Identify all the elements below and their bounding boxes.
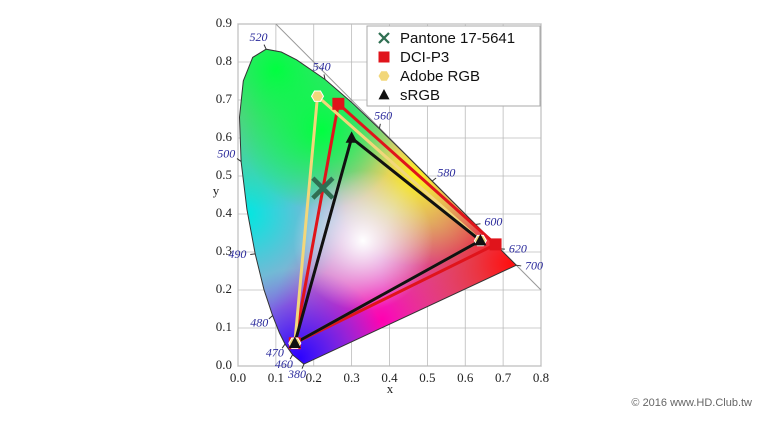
wavelength-label: 520 [250,30,268,44]
x-tick-label: 0.6 [457,370,474,385]
legend-marker [378,88,390,100]
legend-marker [378,71,390,81]
marker-triangle [288,336,301,348]
gamut-outline [293,136,482,345]
wavelength-label: 460 [275,357,293,371]
marker-x [311,176,335,200]
y-tick-label: 0.1 [216,319,232,334]
y-tick-label: 0.8 [216,53,232,68]
wavelength-label: 540 [313,59,331,73]
wavelength-tick [263,44,267,50]
wavelength-label: 700 [525,259,543,273]
marker-square [489,238,502,251]
wavelength-tick [323,74,326,80]
wavelength-tick [250,253,256,256]
marker-triangle [474,234,487,246]
wavelength-label: 500 [217,146,235,160]
wavelength-tick [431,177,437,182]
x-tick-label: 0.3 [344,370,360,385]
wavelength-label: 480 [250,315,268,329]
x-tick-label: 0.1 [268,370,284,385]
legend-label: sRGB [400,87,440,104]
wavelength-tick [378,123,381,129]
legend-marker [378,51,390,63]
wavelength-tick [301,363,305,369]
wavelength-label: 580 [437,165,455,179]
legend-marker [378,32,390,44]
wavelength-tick [268,315,273,320]
gamut-outline [293,102,498,345]
wavelength-label: 490 [228,247,246,261]
y-tick-label: 0.6 [216,129,233,144]
y-tick-label: 0.0 [216,357,232,372]
wavelength-tick [281,343,286,349]
wavelength-tick [289,354,293,360]
wavelength-label: 470 [266,346,284,360]
legend-label: Adobe RGB [400,68,480,85]
wavelength-tick [236,158,242,162]
wavelength-label: 620 [509,241,527,255]
x-tick-label: 0.5 [419,370,435,385]
x-tick-label: 0.0 [230,370,246,385]
x-axis-label: x [387,381,394,396]
x-tick-label: 0.8 [533,370,549,385]
marker-hexagon [310,90,325,102]
wavelength-tick [475,223,481,225]
x-tick-label: 0.7 [495,370,512,385]
y-tick-label: 0.4 [216,205,233,220]
y-tick-label: 0.5 [216,167,232,182]
wavelength-label: 560 [374,109,392,123]
y-tick-label: 0.7 [216,91,233,106]
legend-label: Pantone 17-5641 [400,30,515,47]
y-tick-label: 0.3 [216,243,232,258]
fill-glow [292,170,433,311]
legend-label: DCI-P3 [400,49,449,66]
y-axis-label: y [213,183,220,198]
y-tick-label: 0.9 [216,15,232,30]
wavelength-tick [516,264,522,267]
x-tick-label: 0.4 [381,370,398,385]
x-tick-label: 0.2 [306,370,322,385]
watermark: © 2016 www.HD.Club.tw [631,397,752,409]
wavelength-label: 600 [484,215,502,229]
legend-box [366,25,541,107]
marker-triangle [345,131,358,143]
y-tick-label: 0.2 [216,281,232,296]
marker-square [332,97,345,110]
wavelength-label: 380 [287,367,306,381]
